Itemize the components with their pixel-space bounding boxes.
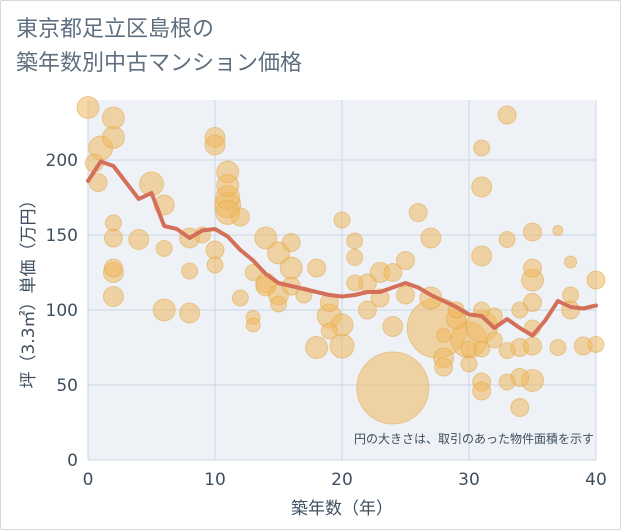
- data-bubble: [346, 249, 364, 266]
- data-bubble: [346, 232, 364, 250]
- data-bubble: [155, 240, 173, 257]
- x-tick-label: 30: [458, 470, 480, 490]
- data-bubble: [103, 258, 123, 278]
- data-bubble: [473, 340, 491, 358]
- data-bubble: [420, 227, 442, 249]
- data-bubble: [562, 286, 580, 304]
- data-bubble: [497, 105, 517, 125]
- data-bubble: [552, 225, 564, 236]
- data-bubble: [485, 307, 503, 325]
- data-bubble: [485, 331, 503, 349]
- chart-title-line-2: 築年数別中古マンション価格: [16, 51, 303, 76]
- x-tick-label: 0: [83, 470, 94, 490]
- data-bubble: [382, 316, 404, 337]
- bubble-size-note: 円の大きさは、取引のあった物件面積を示す: [354, 431, 594, 446]
- x-axis-label: 築年数（年）: [291, 499, 393, 519]
- y-tick-label: 200: [46, 151, 78, 171]
- average-price-line: [86, 159, 598, 338]
- data-bubble: [523, 258, 542, 278]
- data-bubble: [473, 139, 491, 157]
- data-bubble: [396, 251, 415, 270]
- data-bubble: [471, 176, 493, 198]
- data-bubble: [356, 351, 430, 425]
- data-bubble: [307, 258, 327, 278]
- data-bubble: [216, 174, 240, 197]
- y-tick-label: 0: [67, 451, 78, 471]
- y-tick-label: 100: [46, 301, 78, 321]
- x-tick-label: 20: [331, 470, 353, 490]
- data-bubble: [498, 342, 516, 359]
- x-tick-label: 10: [204, 470, 226, 490]
- data-bubble: [587, 336, 605, 353]
- data-bubble: [76, 96, 100, 119]
- data-bubble: [434, 357, 454, 377]
- data-bubble: [471, 245, 493, 267]
- data-bubble: [523, 336, 542, 356]
- x-axis-ticks: 0 10 20 30 40: [83, 470, 607, 490]
- data-bubble: [333, 211, 351, 229]
- data-bubble: [245, 317, 261, 333]
- data-bubble: [152, 298, 176, 322]
- data-bubble: [320, 322, 338, 340]
- data-bubble: [510, 398, 530, 417]
- data-bubble: [396, 285, 415, 305]
- y-axis-label: 坪（3.3㎡）単価（万円）: [19, 191, 39, 388]
- data-bubble: [101, 126, 125, 149]
- data-bubble: [102, 286, 124, 307]
- data-bubble: [254, 226, 278, 250]
- data-bubble: [564, 255, 578, 269]
- data-bubble: [383, 263, 403, 282]
- y-axis-ticks: 0 50 100 150 200: [46, 151, 78, 471]
- data-bubble: [498, 231, 516, 248]
- data-bubble: [103, 228, 123, 248]
- data-bubble: [204, 134, 226, 156]
- chart-title-line-1: 東京都足立区島根の: [16, 17, 215, 42]
- data-bubble: [498, 373, 516, 391]
- data-bubble: [549, 339, 567, 356]
- chart-title: 東京都足立区島根の 築年数別中古マンション価格: [16, 13, 302, 81]
- data-bubble: [279, 256, 303, 280]
- data-bubble: [408, 203, 428, 222]
- data-bubble: [104, 214, 122, 232]
- data-bubble: [586, 270, 606, 290]
- data-bubble: [472, 381, 492, 401]
- data-bubble: [357, 300, 377, 320]
- data-bubble: [230, 207, 250, 227]
- data-bubble: [244, 264, 262, 281]
- y-tick-label: 150: [46, 226, 78, 246]
- data-bubble: [101, 106, 125, 130]
- data-bubble: [523, 222, 542, 242]
- trend-line-layer: [86, 159, 598, 338]
- data-bubble: [281, 233, 301, 252]
- data-bubble: [511, 301, 529, 319]
- x-tick-label: 40: [585, 470, 607, 490]
- data-bubble: [179, 302, 201, 324]
- data-bubble: [305, 336, 329, 359]
- data-bubble: [128, 229, 150, 250]
- data-bubble: [206, 256, 224, 274]
- data-bubble: [270, 295, 287, 313]
- data-bubble: [346, 274, 364, 292]
- data-bubble: [181, 262, 199, 280]
- data-bubble: [460, 355, 478, 373]
- data-bubble: [231, 289, 249, 307]
- y-tick-label: 50: [56, 376, 78, 396]
- data-bubble: [436, 328, 452, 343]
- data-bubble: [205, 240, 225, 260]
